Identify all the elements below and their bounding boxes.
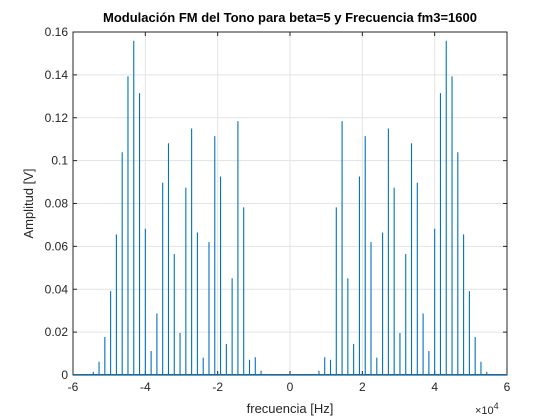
y-tick-label: 0.04 xyxy=(45,282,69,296)
x-tick-label: 4 xyxy=(431,380,438,394)
y-tick-label: 0.1 xyxy=(51,154,68,168)
y-tick-label: 0.16 xyxy=(45,25,69,39)
x-axis-label: frecuencia [Hz] xyxy=(247,401,334,416)
y-tick-label: 0.06 xyxy=(45,239,69,253)
x-tick-label: 6 xyxy=(504,380,511,394)
stem-series xyxy=(73,40,507,375)
x-tick-label: 0 xyxy=(287,380,294,394)
y-tick-label: 0.12 xyxy=(45,111,69,125)
x-exponent-label: ×104 xyxy=(475,401,499,417)
y-tick-label: 0 xyxy=(61,368,68,382)
x-tick-label: -2 xyxy=(212,380,223,394)
y-tick-label: 0.08 xyxy=(45,197,69,211)
x-tick-label: -4 xyxy=(140,380,151,394)
y-axis-label: Amplitud [V] xyxy=(21,168,36,238)
y-tick-label: 0.02 xyxy=(45,325,69,339)
x-tick-label: 2 xyxy=(359,380,366,394)
x-tick-label: -6 xyxy=(68,380,79,394)
y-tick-label: 0.14 xyxy=(45,68,69,82)
chart-title: Modulación FM del Tono para beta=5 y Fre… xyxy=(103,10,477,25)
